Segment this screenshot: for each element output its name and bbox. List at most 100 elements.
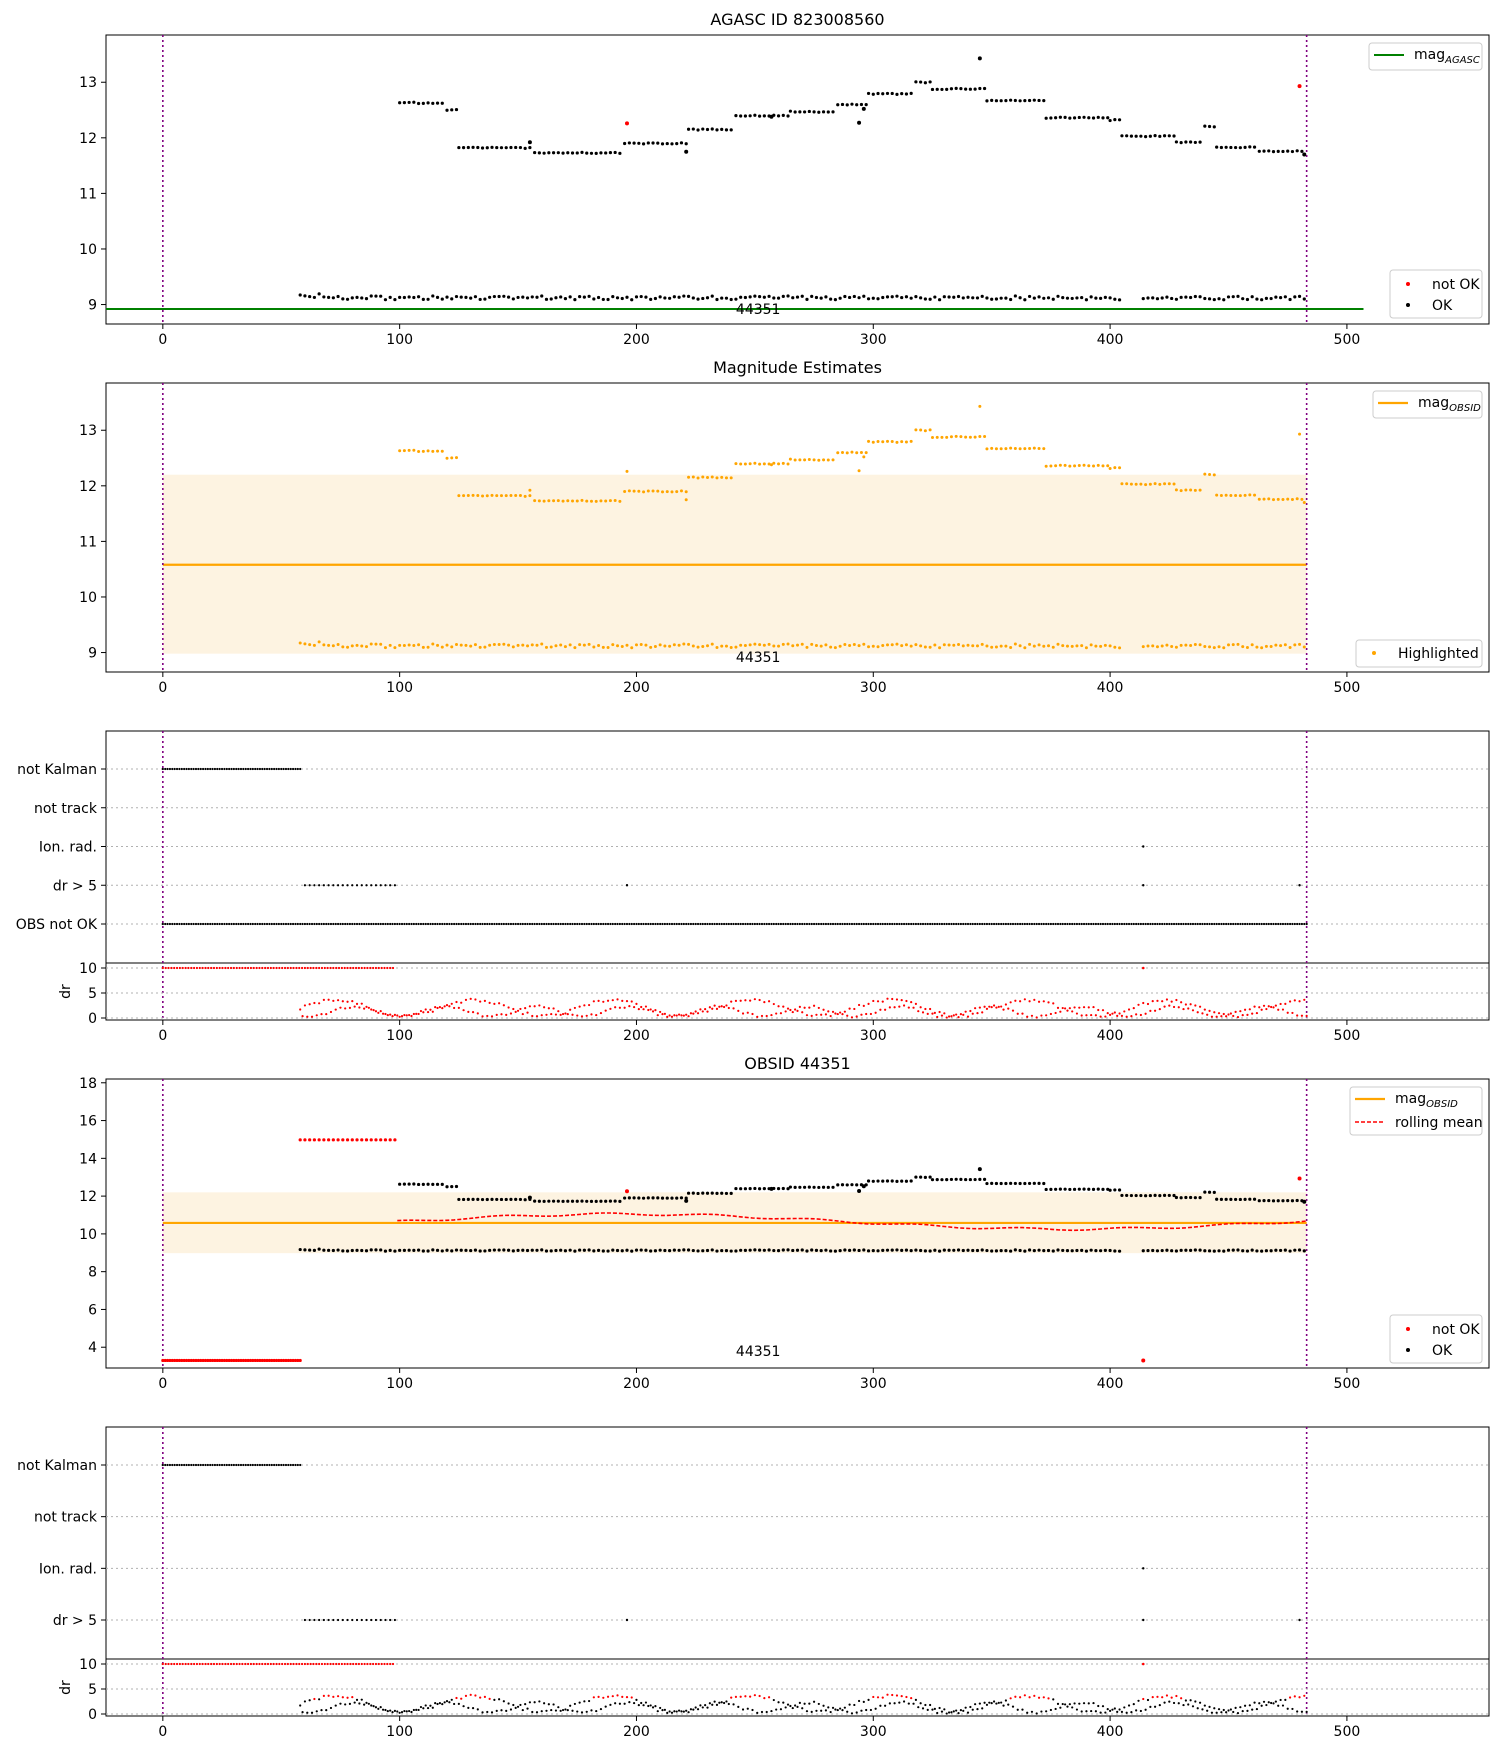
ok-point [959, 1177, 963, 1181]
not-ok-point [263, 1358, 267, 1363]
dr-point [985, 1007, 989, 1010]
dr-point [460, 1697, 463, 1700]
not-ok-point [298, 1358, 302, 1363]
ok-point [1155, 297, 1160, 301]
flag-point [732, 922, 735, 926]
ok-point [1051, 1249, 1055, 1253]
dr-point [349, 1662, 352, 1666]
dr-point [554, 1013, 558, 1016]
dr-point [910, 1697, 913, 1700]
flag-point [758, 922, 761, 926]
dr-point [363, 1703, 366, 1706]
dr-point [493, 1002, 496, 1005]
flag-point [798, 922, 801, 926]
not-ok-point [282, 1358, 286, 1363]
ok-point [705, 1248, 710, 1253]
dr-point [298, 1662, 301, 1666]
highlighted-point [949, 435, 953, 439]
dr-point [175, 1662, 179, 1666]
flag-point [879, 922, 882, 926]
flag-point [258, 767, 262, 771]
flag-point [614, 922, 617, 926]
dr-point [306, 966, 309, 970]
ok-point [1027, 1248, 1032, 1252]
ok-point [457, 145, 461, 150]
ok-point [1279, 296, 1283, 300]
dr-point [957, 1712, 960, 1715]
ok-point [398, 1182, 402, 1186]
flag-point [211, 922, 214, 926]
flag-point [661, 922, 664, 926]
ok-point [753, 113, 757, 117]
not-ok-point [227, 1358, 231, 1363]
dr-point [410, 1710, 413, 1714]
dr-point [706, 1706, 709, 1709]
highlighted-point [1092, 464, 1096, 468]
dr-point [1045, 1014, 1048, 1017]
ok-point [1226, 295, 1231, 299]
dr-point [779, 1012, 783, 1015]
ok-point [454, 294, 459, 299]
ok-point [682, 1248, 686, 1252]
flag-point [171, 767, 174, 771]
obsid-annotation: 44351 [736, 1344, 781, 1360]
dr-point [332, 1695, 335, 1698]
dr-point [1262, 1700, 1266, 1703]
dr-point [921, 1707, 925, 1710]
dr-point [1047, 1001, 1050, 1004]
ok-point [1094, 1248, 1098, 1253]
dr-point [1303, 998, 1306, 1001]
highlighted-point [547, 499, 551, 503]
flag-point [1168, 922, 1171, 926]
dr-point [571, 1709, 574, 1712]
ok-point [476, 145, 480, 150]
legend-status [1389, 1314, 1483, 1364]
flag-point [254, 767, 257, 771]
ok-point [471, 145, 475, 149]
flag-point [225, 1463, 228, 1467]
ok-point [1203, 1249, 1207, 1253]
ok-point [547, 1199, 551, 1203]
dr-point [377, 1662, 380, 1666]
ok-point [488, 295, 492, 299]
ok-point [1276, 1199, 1280, 1203]
ok-point [1089, 1248, 1093, 1252]
ok-point [914, 1175, 918, 1179]
flag-point [677, 922, 681, 926]
dr-point [803, 1702, 806, 1705]
ok-point [559, 295, 563, 299]
dr-point [1146, 1002, 1150, 1006]
flag-point [978, 922, 981, 926]
dr-point [1232, 1014, 1235, 1018]
highlighted-point [748, 462, 752, 466]
dr-point [210, 1662, 213, 1666]
dr-point [1082, 1006, 1086, 1009]
ok-point [885, 91, 890, 96]
x-tick-label: 200 [623, 680, 650, 696]
flag-point [964, 922, 967, 926]
ok-point [435, 1248, 440, 1252]
ok-point [1129, 1193, 1134, 1198]
flag-point [917, 922, 920, 926]
ok-point [1117, 298, 1122, 302]
dr-point [533, 1005, 536, 1008]
ok-point [466, 1197, 470, 1202]
flag-point [592, 922, 595, 926]
ok-point [871, 1179, 875, 1183]
flag-point [692, 922, 695, 926]
dr-point [380, 1662, 383, 1666]
not-ok-point [383, 1138, 388, 1142]
ok-point [734, 297, 738, 301]
dr-point [481, 1711, 484, 1714]
ok-point [1037, 1248, 1041, 1252]
flag-point [329, 922, 333, 926]
not-ok-point [308, 1138, 312, 1142]
dr-point [635, 1002, 638, 1005]
legend-label: not OK [1432, 1322, 1480, 1338]
dr-point [329, 1010, 333, 1014]
highlighted-point [973, 435, 977, 439]
ok-point [672, 295, 676, 299]
ok-point [554, 296, 558, 300]
dr-point [599, 1707, 603, 1711]
